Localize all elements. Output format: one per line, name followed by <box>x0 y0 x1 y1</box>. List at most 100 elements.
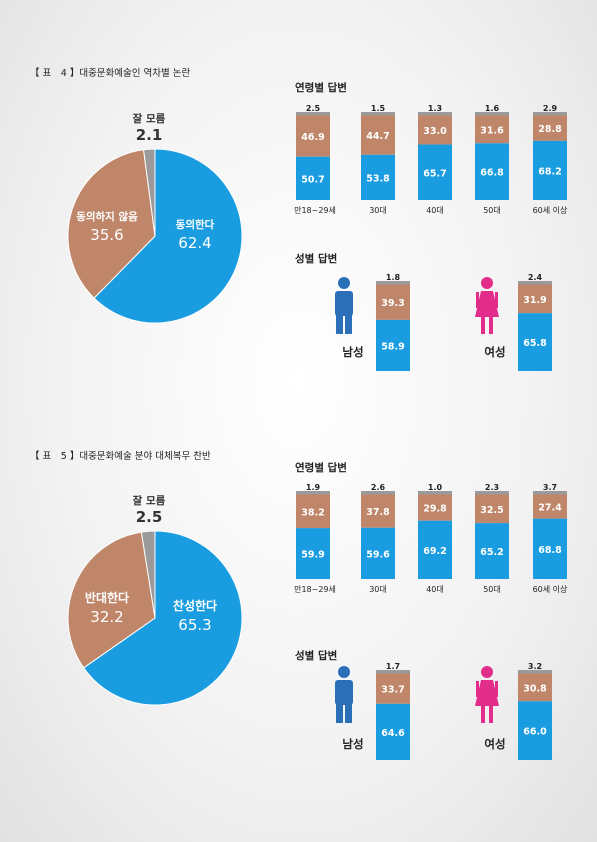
age-bar-0: 1.9 38.2 59.9 만18~29세 <box>294 483 336 594</box>
bar-label-tan: 30.8 <box>523 683 547 694</box>
age-category-label: 40대 <box>426 585 444 594</box>
bar-label-blue: 59.6 <box>366 549 390 560</box>
figure-title: 【 표 4 】대중문화예술인 역차별 논란 <box>30 67 191 79</box>
female-icon <box>475 666 499 723</box>
bar-label-tan: 28.8 <box>538 124 562 135</box>
age-bar-1: 2.6 37.8 59.6 30대 <box>361 483 395 594</box>
bar-label-blue: 64.6 <box>381 728 405 739</box>
gender-bar-male: 1.7 33.7 64.6 남성 <box>342 662 410 760</box>
bar-label-tan: 31.6 <box>480 125 504 136</box>
bar-segment-blue <box>361 154 395 200</box>
age-category-label: 50대 <box>483 585 501 594</box>
bar-label-gray: 2.3 <box>485 483 499 492</box>
bar-label-blue: 66.8 <box>480 168 504 179</box>
bar-segment-tan <box>475 115 509 144</box>
gender-title: 성별 답변 <box>295 252 337 265</box>
bar-segment-gray <box>533 112 567 116</box>
age-category-label: 40대 <box>426 206 444 215</box>
bar-label-blue: 66.0 <box>523 727 547 738</box>
age-category-label: 30대 <box>369 206 387 215</box>
icon-leg-right <box>345 704 352 723</box>
bar-label-gray: 2.5 <box>306 104 321 113</box>
gender-label-male: 남성 <box>342 737 363 751</box>
bar-label-tan: 33.7 <box>381 685 404 696</box>
age-title: 연령별 답변 <box>295 81 347 94</box>
bar-label-gray: 1.8 <box>386 273 401 282</box>
bar-segment-gray <box>296 491 330 495</box>
male-icon <box>335 277 353 334</box>
bar-segment-blue <box>296 528 330 579</box>
bar-label-gray: 1.9 <box>306 483 321 492</box>
icon-leg-left <box>336 315 343 334</box>
bar-label-tan: 39.3 <box>381 298 404 309</box>
bar-segment-tan <box>296 115 330 157</box>
age-category-label: 60세 이상 <box>533 584 568 594</box>
pie-label-agree: 찬성한다 <box>173 598 217 613</box>
bar-segment-tan <box>376 284 410 320</box>
bar-segment-gray <box>296 112 330 116</box>
gender-title: 성별 답변 <box>295 649 337 662</box>
age-category-label: 60세 이상 <box>533 205 568 215</box>
bar-segment-blue <box>475 143 509 200</box>
icon-arm-left <box>476 292 479 308</box>
icon-head <box>338 666 350 678</box>
age-bar-4: 3.7 27.4 68.8 60세 이상 <box>533 483 568 594</box>
bar-label-blue: 50.7 <box>301 174 324 185</box>
bar-segment-gray <box>518 670 552 674</box>
female-icon <box>475 277 499 334</box>
gender-bar-female: 2.4 31.9 65.8 여성 <box>484 273 552 371</box>
bar-segment-gray <box>376 281 410 285</box>
gender-label-female: 여성 <box>484 737 505 751</box>
bar-label-gray: 2.6 <box>371 483 386 492</box>
bar-segment-tan <box>361 115 395 155</box>
age-category-label: 50대 <box>483 206 501 215</box>
bar-label-gray: 3.7 <box>543 483 557 492</box>
age-bar-2: 1.0 29.8 69.2 40대 <box>418 483 452 594</box>
age-bar-1: 1.5 44.7 53.8 30대 <box>361 104 395 215</box>
bar-label-blue: 59.9 <box>301 550 324 561</box>
pie-slice-gray <box>140 530 156 619</box>
gender-bar-female: 3.2 30.8 66.0 여성 <box>484 662 552 760</box>
icon-head <box>338 277 350 289</box>
bar-label-blue: 68.8 <box>538 545 562 556</box>
bar-segment-gray <box>475 491 509 495</box>
pie-value-unknown: 2.5 <box>136 508 163 526</box>
bar-label-blue: 69.2 <box>423 546 446 557</box>
bar-segment-blue <box>518 313 552 371</box>
bar-segment-tan <box>518 284 552 314</box>
male-icon <box>335 666 353 723</box>
pie-value-agree: 65.3 <box>178 616 211 634</box>
pie-value-disagree: 32.2 <box>90 608 123 626</box>
icon-head <box>481 277 493 289</box>
bar-label-tan: 37.8 <box>366 507 390 518</box>
pie-label-disagree: 동의하지 않음 <box>76 210 138 223</box>
bar-segment-gray <box>376 670 410 674</box>
pie-value-disagree: 35.6 <box>90 226 123 244</box>
bar-label-tan: 32.5 <box>480 505 503 516</box>
bar-label-blue: 58.9 <box>381 341 404 352</box>
bar-segment-tan <box>418 494 452 521</box>
icon-dress <box>475 291 499 317</box>
bar-label-gray: 2.4 <box>528 273 543 282</box>
icon-arm-right <box>495 681 498 697</box>
pie-slice-blue <box>82 530 243 706</box>
bar-segment-tan <box>361 494 395 528</box>
bar-segment-blue <box>361 527 395 579</box>
pie-label-disagree: 반대한다 <box>85 590 129 605</box>
icon-dress <box>475 680 499 706</box>
icon-arm-left <box>476 681 479 697</box>
bar-segment-gray <box>418 491 452 495</box>
bar-segment-tan <box>376 673 410 704</box>
bar-segment-blue <box>296 156 330 200</box>
gender-label-female: 여성 <box>484 345 505 359</box>
age-bar-4: 2.9 28.8 68.2 60세 이상 <box>533 104 568 215</box>
age-bar-0: 2.5 46.9 50.7 만18~29세 <box>294 104 336 215</box>
bar-segment-gray <box>361 112 395 116</box>
bar-segment-tan <box>533 494 567 519</box>
icon-leg-right <box>345 315 352 334</box>
pie-value-agree: 62.4 <box>178 234 211 252</box>
bar-label-tan: 31.9 <box>523 295 546 306</box>
bar-segment-tan <box>296 494 330 529</box>
